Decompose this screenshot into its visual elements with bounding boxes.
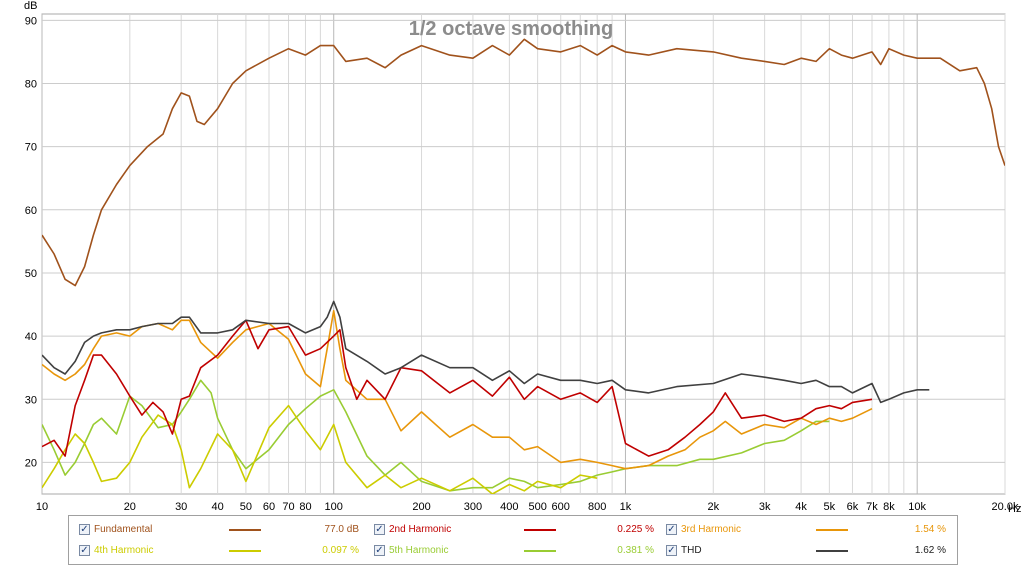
x-tick-label: 200: [412, 501, 430, 513]
x-tick-label: 1k: [620, 501, 632, 513]
x-tick-label: 40: [212, 501, 224, 513]
x-tick-label: 600: [552, 501, 570, 513]
legend-label: 2nd Harmonic: [389, 524, 452, 535]
legend-checkbox-thd[interactable]: ✓: [666, 545, 677, 556]
x-tick-label: 500: [528, 501, 546, 513]
legend-item-fundamental: ✓ Fundamental 77.0 dB: [79, 522, 364, 538]
legend-value: 0.381 %: [617, 545, 654, 556]
y-tick-label: 40: [25, 331, 37, 343]
axes: 10 20 30 40 50 60 70 80 100 200 300 400 500 600 800 1k 2…: [25, 15, 1019, 513]
x-tick-label: 800: [588, 501, 606, 513]
y-tick-label: 20: [25, 457, 37, 469]
legend-value: 1.54 %: [914, 524, 946, 535]
x-tick-label: 400: [500, 501, 518, 513]
y-tick-label: 90: [25, 15, 37, 27]
x-tick-label: 100: [325, 501, 343, 513]
x-tick-label: 70: [282, 501, 294, 513]
legend-label: 5th Harmonic: [389, 545, 449, 556]
y-tick-label: 30: [25, 394, 37, 406]
legend-value: 0.097 %: [322, 545, 359, 556]
x-tick-label: 10k: [908, 501, 926, 513]
legend-swatch: [229, 550, 261, 552]
legend: ✓ Fundamental 77.0 dB ✓ 2nd Harmonic 0.225 % ✓…: [68, 515, 958, 565]
series-layer: [42, 38, 1005, 494]
legend-checkbox-5th-harmonic[interactable]: ✓: [374, 545, 385, 556]
y-tick-label: 50: [25, 268, 37, 280]
y-tick-label: 60: [25, 205, 37, 217]
legend-item-thd: ✓ THD 1.62 %: [666, 543, 951, 559]
x-tick-label: 60: [263, 501, 275, 513]
plot-area: [41, 13, 1006, 495]
series-line-4th-harmonic: [42, 404, 598, 494]
legend-label: THD: [681, 545, 702, 556]
legend-swatch: [229, 529, 261, 531]
x-tick-label: 5k: [824, 501, 836, 513]
x-tick-label: 30: [175, 501, 187, 513]
legend-label: 4th Harmonic: [94, 545, 154, 556]
legend-value: 77.0 dB: [324, 524, 359, 535]
x-tick-label: 3k: [759, 501, 771, 513]
x-tick-label: 50: [240, 501, 252, 513]
series-line-fundamental: [42, 38, 1005, 287]
x-tick-label: 20: [124, 501, 136, 513]
legend-label: Fundamental: [94, 524, 153, 535]
series-line-thd: [42, 300, 930, 404]
legend-item-2nd-harmonic: ✓ 2nd Harmonic 0.225 %: [374, 522, 659, 538]
x-tick-label: 20.0k: [992, 501, 1019, 513]
x-tick-label: 300: [464, 501, 482, 513]
x-tick-label: 7k: [866, 501, 878, 513]
chart-title: 1/2 octave smoothing: [409, 18, 614, 40]
legend-checkbox-fundamental[interactable]: ✓: [79, 524, 90, 535]
legend-label: 3rd Harmonic: [681, 524, 742, 535]
chart: 10 20 30 40 50 60 70 80 100 200 300 400 500 600 800 1k 2…: [24, 0, 1021, 515]
legend-item-3rd-harmonic: ✓ 3rd Harmonic 1.54 %: [666, 522, 951, 538]
x-tick-label: 80: [299, 501, 311, 513]
legend-checkbox-2nd-harmonic[interactable]: ✓: [374, 524, 385, 535]
legend-swatch: [524, 550, 556, 552]
y-axis-label: dB: [24, 0, 37, 12]
x-tick-label: 2k: [707, 501, 719, 513]
series-line-5th-harmonic: [42, 379, 830, 492]
legend-checkbox-3rd-harmonic[interactable]: ✓: [666, 524, 677, 535]
x-tick-label: 8k: [883, 501, 895, 513]
x-tick-label: 10: [36, 501, 48, 513]
series-line-2nd-harmonic: [42, 319, 873, 457]
legend-item-5th-harmonic: ✓ 5th Harmonic 0.381 %: [374, 543, 659, 559]
grid: [41, 13, 1006, 495]
legend-swatch: [524, 529, 556, 531]
y-tick-label: 80: [25, 78, 37, 90]
x-tick-label: 4k: [795, 501, 807, 513]
legend-checkbox-4th-harmonic[interactable]: ✓: [79, 545, 90, 556]
legend-value: 0.225 %: [617, 524, 654, 535]
x-tick-label: 6k: [847, 501, 859, 513]
y-tick-label: 70: [25, 142, 37, 154]
x-axis-unit: Hz: [1008, 503, 1021, 515]
legend-swatch: [816, 529, 848, 531]
legend-item-4th-harmonic: ✓ 4th Harmonic 0.097 %: [79, 543, 364, 559]
legend-swatch: [816, 550, 848, 552]
legend-value: 1.62 %: [914, 545, 946, 556]
